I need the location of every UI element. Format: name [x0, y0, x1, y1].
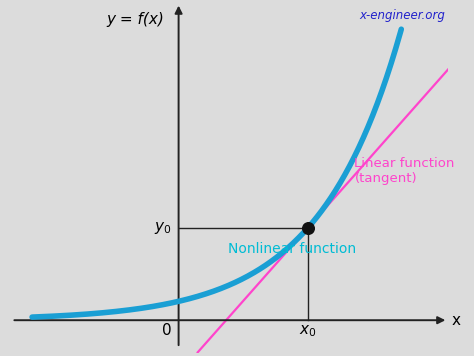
Text: $x_0$: $x_0$: [299, 323, 316, 339]
Text: 0: 0: [162, 323, 172, 338]
Text: x: x: [451, 313, 460, 328]
Text: x-engineer.org: x-engineer.org: [359, 9, 445, 22]
Text: y = f(x): y = f(x): [106, 12, 164, 27]
Text: $y_0$: $y_0$: [154, 220, 172, 236]
Point: [304, 225, 311, 231]
Text: Nonlinear function: Nonlinear function: [228, 242, 356, 256]
Text: Linear function
(tangent): Linear function (tangent): [355, 157, 455, 185]
